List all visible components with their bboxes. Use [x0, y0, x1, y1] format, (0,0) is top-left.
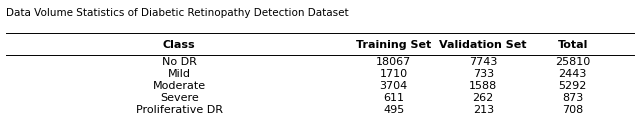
- Text: 733: 733: [472, 69, 494, 79]
- Text: No DR: No DR: [162, 57, 196, 67]
- Text: Class: Class: [163, 40, 195, 50]
- Text: 873: 873: [562, 93, 584, 103]
- Text: Total: Total: [557, 40, 588, 50]
- Text: Data Volume Statistics of Diabetic Retinopathy Detection Dataset: Data Volume Statistics of Diabetic Retin…: [6, 8, 349, 18]
- Text: 262: 262: [472, 93, 494, 103]
- Text: 1710: 1710: [380, 69, 408, 79]
- Text: Severe: Severe: [160, 93, 198, 103]
- Text: 18067: 18067: [376, 57, 412, 67]
- Text: 495: 495: [383, 104, 404, 115]
- Text: 25810: 25810: [555, 57, 591, 67]
- Text: 3704: 3704: [380, 81, 408, 91]
- Text: 7743: 7743: [469, 57, 497, 67]
- Text: 1588: 1588: [469, 81, 497, 91]
- Text: 611: 611: [383, 93, 404, 103]
- Text: 2443: 2443: [559, 69, 587, 79]
- Text: 5292: 5292: [559, 81, 587, 91]
- Text: Training Set: Training Set: [356, 40, 431, 50]
- Text: 213: 213: [472, 104, 494, 115]
- Text: Validation Set: Validation Set: [440, 40, 527, 50]
- Text: Moderate: Moderate: [152, 81, 206, 91]
- Text: 708: 708: [562, 104, 584, 115]
- Text: Mild: Mild: [168, 69, 191, 79]
- Text: Proliferative DR: Proliferative DR: [136, 104, 223, 115]
